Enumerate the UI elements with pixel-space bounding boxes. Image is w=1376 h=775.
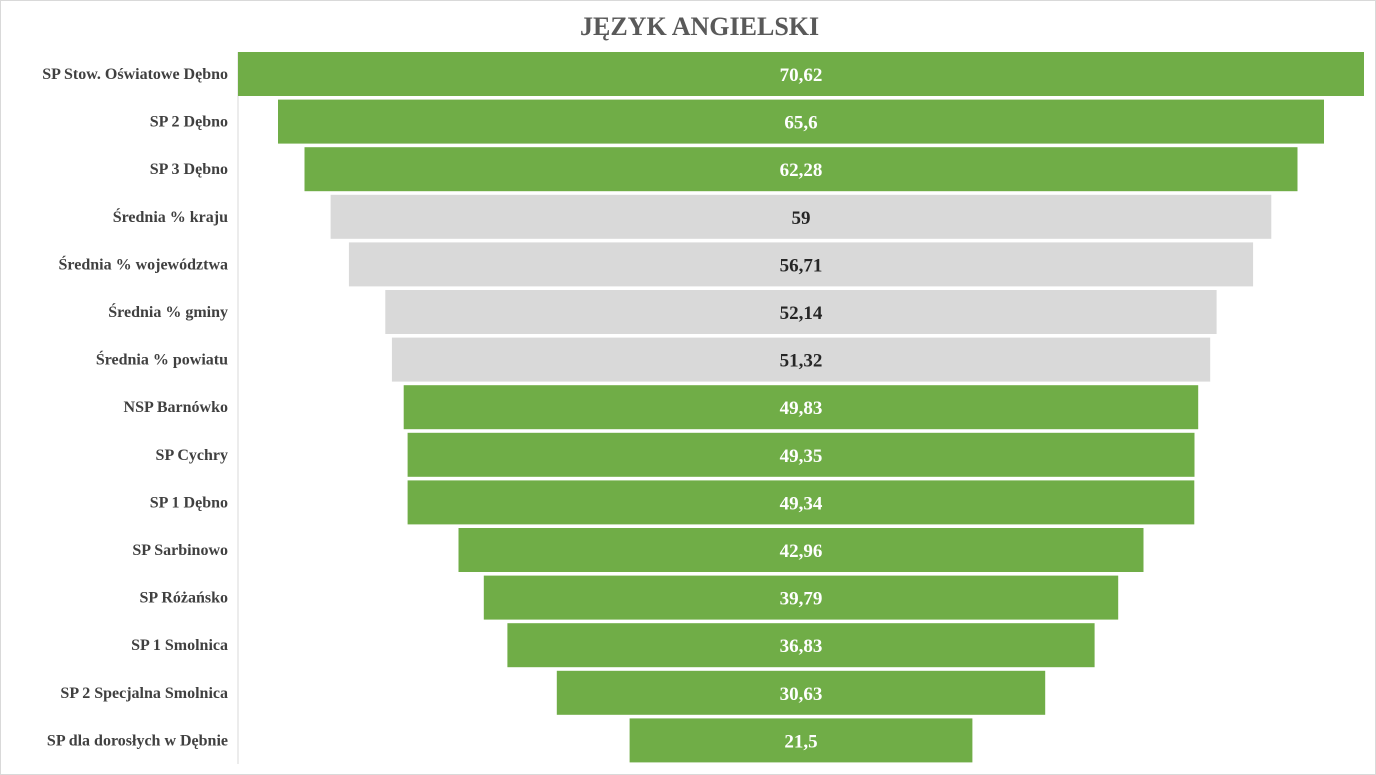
funnel-bar: [556, 670, 1046, 715]
category-label: Średnia % powiatu: [96, 350, 228, 369]
funnel-bar: [238, 52, 1364, 96]
data-label: 65,6: [784, 113, 817, 134]
category-label: SP 1 Smolnica: [131, 637, 228, 654]
funnel-bar: [304, 147, 1298, 192]
category-label: SP Stow. Oświatowe Dębno: [42, 66, 228, 83]
category-label: SP 2 Specjalna Smolnica: [60, 685, 228, 702]
category-label: SP 3 Dębno: [150, 161, 228, 178]
category-label: SP 1 Dębno: [150, 494, 228, 511]
funnel-bar: [483, 575, 1119, 620]
data-label: 30,63: [780, 684, 823, 705]
data-label: 39,79: [780, 589, 823, 610]
data-label: 49,35: [780, 446, 823, 467]
data-label: 42,96: [780, 541, 823, 562]
data-label: 56,71: [780, 255, 823, 276]
category-label: SP Cychry: [156, 447, 228, 464]
funnel-bar: [348, 242, 1254, 287]
data-label: 62,28: [780, 160, 823, 181]
category-label: Średnia % gminy: [108, 302, 228, 321]
data-label: 49,83: [780, 398, 823, 419]
category-label: SP Sarbinowo: [132, 542, 228, 559]
chart-title: JĘZYK ANGIELSKI: [580, 12, 820, 41]
funnel-bar: [403, 385, 1199, 430]
data-label: 70,62: [780, 65, 823, 86]
funnel-bar: [629, 718, 973, 763]
funnel-bar: [407, 480, 1195, 525]
data-label: 52,14: [780, 303, 823, 324]
data-label: 59: [792, 208, 811, 229]
category-label: Średnia % kraju: [113, 207, 228, 226]
funnel-bar: [407, 432, 1195, 477]
funnel-bar: [278, 99, 1324, 144]
category-label: SP Różańsko: [140, 590, 228, 607]
data-label: 21,5: [784, 731, 817, 752]
data-label: 51,32: [780, 351, 823, 372]
funnel-bar: [330, 194, 1272, 239]
funnel-bar: [507, 623, 1095, 668]
category-label: SP 2 Dębno: [150, 114, 228, 131]
category-label: SP dla dorosłych w Dębnie: [47, 732, 228, 749]
category-label: NSP Barnówko: [124, 399, 228, 416]
funnel-bar: [385, 290, 1217, 334]
category-label: Średnia % województwa: [59, 254, 228, 273]
funnel-bar: [391, 337, 1211, 382]
data-label: 36,83: [780, 636, 823, 657]
funnel-bar: [458, 528, 1144, 572]
data-label: 49,34: [780, 493, 823, 514]
